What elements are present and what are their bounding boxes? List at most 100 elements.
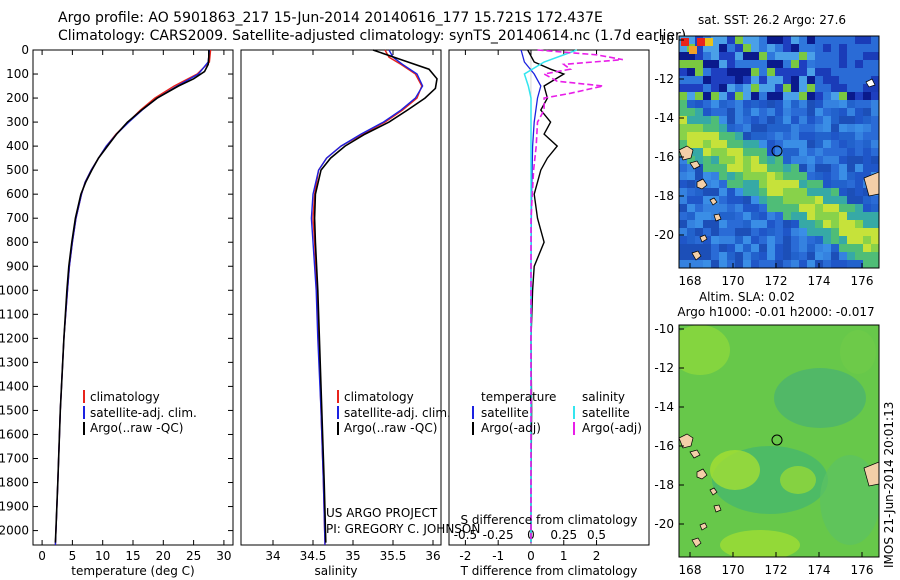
sst-cell bbox=[751, 244, 759, 252]
sst-cell bbox=[871, 52, 879, 60]
sst-cell bbox=[751, 196, 759, 204]
sst-cell bbox=[751, 140, 759, 148]
sst-cell bbox=[695, 84, 703, 92]
sst-cell bbox=[807, 244, 815, 252]
latitude-tick-label: -20 bbox=[654, 517, 674, 531]
sst-cell bbox=[775, 108, 783, 116]
sst-cell bbox=[775, 252, 783, 260]
sst-cell bbox=[711, 116, 719, 124]
sst-cell bbox=[727, 244, 735, 252]
sst-cell bbox=[847, 212, 855, 220]
sst-cell bbox=[679, 180, 687, 188]
sst-cell bbox=[775, 148, 783, 156]
sst-cell bbox=[863, 188, 871, 196]
sst-cell bbox=[711, 164, 719, 172]
sst-cell bbox=[855, 212, 863, 220]
sst-cell bbox=[863, 140, 871, 148]
argo-float-marker bbox=[771, 145, 783, 157]
sst-cell-warm bbox=[705, 38, 713, 46]
sst-cell bbox=[767, 172, 775, 180]
sst-cell bbox=[807, 124, 815, 132]
depth-tick-label: 1000 bbox=[0, 283, 29, 297]
sst-cell bbox=[799, 220, 807, 228]
sst-cell bbox=[767, 124, 775, 132]
sst-cell bbox=[759, 140, 767, 148]
sst-cell bbox=[743, 180, 751, 188]
sst-cell bbox=[839, 172, 847, 180]
legend-label-argo: Argo(..raw -QC) bbox=[344, 421, 437, 435]
sst-cell bbox=[871, 140, 879, 148]
sst-cell bbox=[783, 44, 791, 52]
sst-cell bbox=[783, 180, 791, 188]
sst-cell bbox=[775, 124, 783, 132]
longitude-tick-label: 174 bbox=[808, 274, 831, 288]
sst-cell bbox=[751, 92, 759, 100]
sst-cell bbox=[831, 196, 839, 204]
sst-cell bbox=[711, 252, 719, 260]
sst-cell bbox=[855, 148, 863, 156]
sst-cell bbox=[863, 228, 871, 236]
sst-cell bbox=[687, 260, 695, 268]
sst-cell bbox=[695, 140, 703, 148]
sst-cell bbox=[775, 156, 783, 164]
sst-cell bbox=[687, 220, 695, 228]
sst-cell bbox=[727, 196, 735, 204]
sst-cell bbox=[823, 124, 831, 132]
s-difference-tick-label: -0.25 bbox=[483, 528, 514, 542]
sst-cell bbox=[743, 84, 751, 92]
sst-cell bbox=[703, 236, 711, 244]
sst-cell bbox=[703, 164, 711, 172]
sst-cell bbox=[735, 116, 743, 124]
salinity-tick-label: 35.5 bbox=[380, 549, 407, 563]
temperature-axis: 0 5 10 15 20 25 30 bbox=[38, 50, 232, 563]
sst-cell bbox=[823, 44, 831, 52]
sst-cell bbox=[783, 164, 791, 172]
sst-cell bbox=[767, 220, 775, 228]
sst-cell bbox=[831, 108, 839, 116]
s-difference-tick-label: 0.5 bbox=[587, 528, 606, 542]
sst-cell bbox=[719, 148, 727, 156]
sst-cell bbox=[783, 132, 791, 140]
sst-cell bbox=[823, 260, 831, 268]
sst-cell bbox=[767, 188, 775, 196]
sst-map-title: sat. SST: 26.2 Argo: 27.6 bbox=[698, 13, 846, 27]
sst-cell bbox=[687, 52, 695, 60]
sst-cell bbox=[799, 132, 807, 140]
sst-cell bbox=[751, 148, 759, 156]
sst-cell bbox=[807, 92, 815, 100]
sst-cell bbox=[767, 60, 775, 68]
sst-cell bbox=[767, 148, 775, 156]
temperature-xlabel: temperature (deg C) bbox=[71, 564, 194, 578]
legend-label-s-argo: Argo(-adj) bbox=[582, 421, 642, 435]
sst-cell bbox=[767, 252, 775, 260]
sst-cell bbox=[703, 108, 711, 116]
sst-cell bbox=[719, 132, 727, 140]
sst-cell bbox=[743, 36, 751, 44]
sst-cell bbox=[807, 60, 815, 68]
sst-cell bbox=[791, 188, 799, 196]
sst-cell bbox=[719, 36, 727, 44]
sst-cell bbox=[743, 76, 751, 84]
sst-cell bbox=[831, 124, 839, 132]
sst-cell bbox=[759, 68, 767, 76]
sst-cell bbox=[743, 252, 751, 260]
sst-cell bbox=[727, 228, 735, 236]
legend-label-climatology: climatology bbox=[90, 390, 160, 404]
sst-cell bbox=[727, 116, 735, 124]
sst-cell bbox=[839, 100, 847, 108]
sst-cell bbox=[687, 172, 695, 180]
sst-cell bbox=[751, 180, 759, 188]
sst-cell bbox=[799, 116, 807, 124]
sst-cell bbox=[735, 212, 743, 220]
sst-cell bbox=[735, 236, 743, 244]
sst-cell bbox=[799, 60, 807, 68]
temperature-panel: 0100200300400500600700800900100011001200… bbox=[0, 43, 234, 578]
sst-cell bbox=[831, 84, 839, 92]
sst-cell bbox=[767, 236, 775, 244]
sst-cell bbox=[783, 60, 791, 68]
sst-cell bbox=[711, 36, 719, 44]
difference-panel: -2 -1 0 1 2-0.5 -0.25 0 0.25 0.5 T difference fr… bbox=[448, 49, 650, 578]
sst-cell bbox=[719, 76, 727, 84]
sst-cell bbox=[783, 172, 791, 180]
sst-cell bbox=[703, 116, 711, 124]
